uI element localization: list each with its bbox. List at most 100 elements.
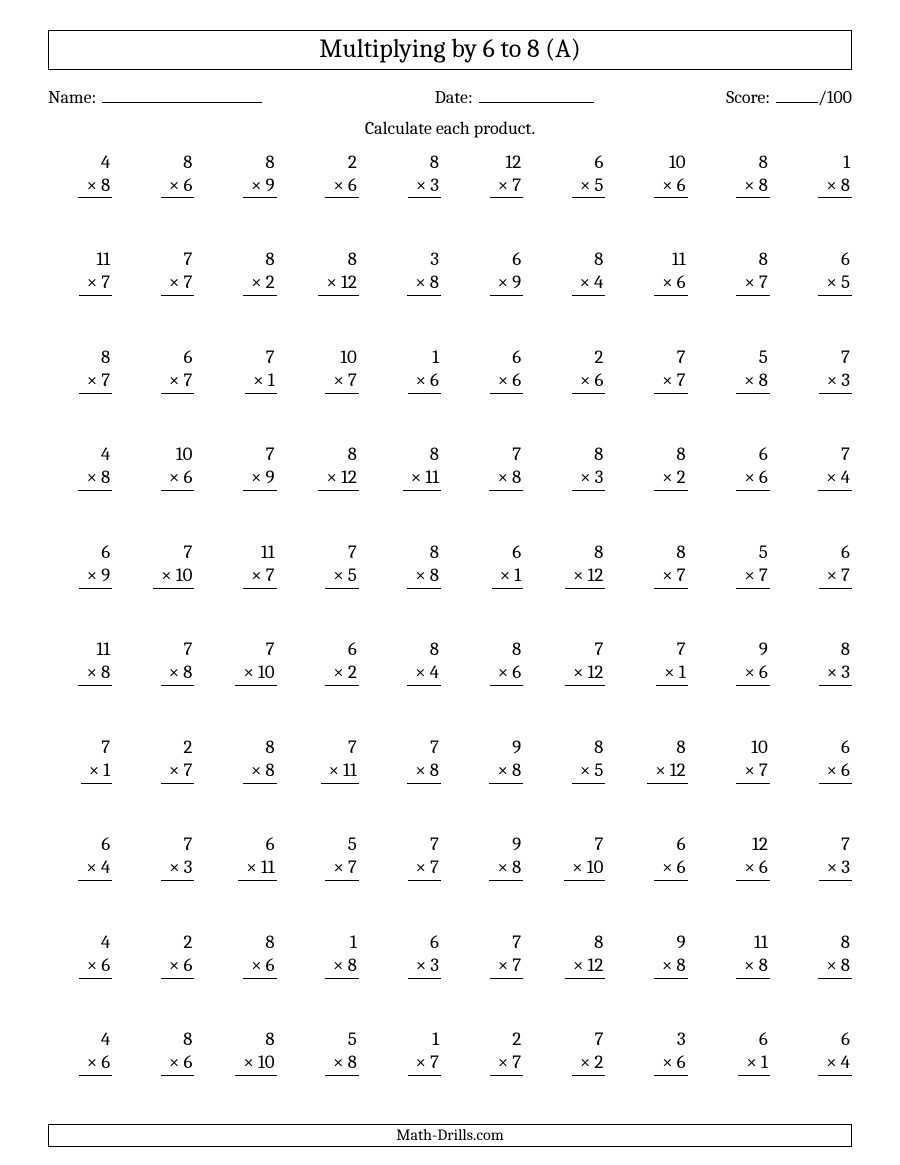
multiplier: 3: [841, 661, 850, 683]
multiplicand: 6: [266, 833, 277, 856]
multiplier: 7: [841, 564, 850, 586]
multiplication-problem: 7×10: [130, 533, 194, 631]
multiplier: 6: [348, 174, 357, 196]
multiplier: 6: [430, 369, 439, 391]
multiplier-row: ×8: [489, 759, 523, 784]
times-symbol: ×: [580, 174, 591, 196]
multiplication-problem: 7×1: [212, 338, 276, 436]
multiplicand: 7: [841, 833, 852, 856]
multiplier-row: ×8: [78, 661, 112, 686]
name-blank[interactable]: [102, 84, 262, 103]
multiplicand: 7: [266, 346, 277, 369]
multiplicand: 4: [101, 443, 112, 466]
multiplication-problem: 7×2: [541, 1020, 605, 1118]
multiplier-row: ×1: [81, 759, 112, 784]
times-symbol: ×: [744, 466, 755, 488]
multiplier-row: ×9: [243, 174, 277, 199]
multiplier: 6: [512, 661, 521, 683]
multiplier-row: ×8: [407, 759, 441, 784]
score-blank[interactable]: [776, 84, 818, 103]
multiplier: 8: [101, 466, 110, 488]
multiplier-row: ×6: [736, 856, 769, 881]
multiplier: 7: [759, 564, 768, 586]
multiplication-problem: 4×6: [48, 923, 112, 1021]
multiplier-row: ×6: [654, 271, 687, 296]
times-symbol: ×: [498, 271, 509, 293]
footer-credit: Math-Drills.com: [48, 1124, 852, 1147]
name-label: Name:: [48, 87, 96, 108]
multiplicand: 10: [176, 443, 195, 466]
multiplicand: 11: [754, 931, 770, 954]
multiplier-row: ×7: [161, 369, 194, 394]
times-symbol: ×: [416, 369, 427, 391]
multiplier-row: ×6: [654, 856, 687, 881]
multiplier-row: ×3: [572, 466, 605, 491]
multiplication-problem: 6×1: [706, 1020, 770, 1118]
times-symbol: ×: [169, 856, 180, 878]
multiplication-problem: 8×3: [377, 143, 441, 241]
multiplication-problem: 4×8: [48, 435, 112, 533]
times-symbol: ×: [415, 271, 426, 293]
multiplication-problem: 8×8: [706, 143, 770, 241]
multiplier: 7: [266, 564, 275, 586]
multiplier: 8: [348, 1051, 357, 1073]
times-symbol: ×: [498, 661, 509, 683]
multiplicand: 8: [430, 541, 441, 564]
times-symbol: ×: [161, 564, 172, 586]
times-symbol: ×: [744, 271, 755, 293]
multiplier-row: ×6: [654, 1051, 687, 1076]
multiplier: 8: [183, 661, 192, 683]
multiplier: 7: [430, 1051, 439, 1073]
multiplier: 6: [594, 369, 603, 391]
score-label: Score:: [726, 87, 770, 108]
multiplier-row: ×11: [403, 466, 441, 491]
times-symbol: ×: [744, 661, 755, 683]
multiplicand: 4: [101, 151, 112, 174]
multiplication-problem: 6×5: [541, 143, 605, 241]
multiplicand: 6: [348, 638, 359, 661]
times-symbol: ×: [497, 759, 508, 781]
multiplicand: 9: [512, 736, 523, 759]
times-symbol: ×: [826, 954, 837, 976]
multiplicand: 2: [594, 346, 605, 369]
multiplication-problem: 8×6: [459, 630, 523, 728]
multiplication-problem: 10×7: [295, 338, 359, 436]
times-symbol: ×: [415, 759, 426, 781]
multiplier-row: ×7: [408, 1051, 441, 1076]
multiplicand: 8: [265, 1028, 276, 1051]
times-symbol: ×: [827, 661, 838, 683]
multiplication-problem: 11×8: [706, 923, 770, 1021]
multiplication-problem: 4×8: [48, 143, 112, 241]
multiplier-row: ×5: [572, 759, 606, 784]
multiplication-problem: 10×7: [706, 728, 770, 826]
times-symbol: ×: [416, 856, 427, 878]
multiplier-row: ×7: [490, 954, 523, 979]
times-symbol: ×: [86, 661, 97, 683]
date-blank[interactable]: [479, 84, 594, 103]
multiplier-row: ×6: [79, 1051, 112, 1076]
multiplication-problem: 8×4: [377, 630, 441, 728]
multiplier-row: ×3: [819, 369, 852, 394]
multiplicand: 8: [101, 346, 112, 369]
multiplier-row: ×10: [153, 564, 194, 589]
multiplicand: 8: [183, 151, 194, 174]
multiplication-problem: 8×2: [212, 240, 276, 338]
multiplier-row: ×4: [818, 466, 852, 491]
multiplier-row: ×6: [736, 466, 769, 491]
times-symbol: ×: [251, 271, 262, 293]
multiplier: 9: [512, 271, 521, 293]
multiplication-problem: 7×3: [788, 825, 852, 923]
multiplier-row: ×6: [161, 174, 194, 199]
multiplication-problem: 12×7: [459, 143, 523, 241]
multiplication-problem: 6×9: [48, 533, 112, 631]
multiplication-problem: 7×7: [459, 923, 523, 1021]
multiplier-row: ×7: [819, 564, 852, 589]
multiplicand: 8: [841, 638, 852, 661]
multiplication-problem: 9×8: [623, 923, 687, 1021]
multiplication-problem: 6×9: [459, 240, 523, 338]
times-symbol: ×: [827, 759, 838, 781]
multiplier-row: ×8: [243, 759, 277, 784]
multiplier: 1: [268, 369, 275, 391]
multiplication-problem: 2×7: [459, 1020, 523, 1118]
multiplier-row: ×6: [490, 661, 523, 686]
